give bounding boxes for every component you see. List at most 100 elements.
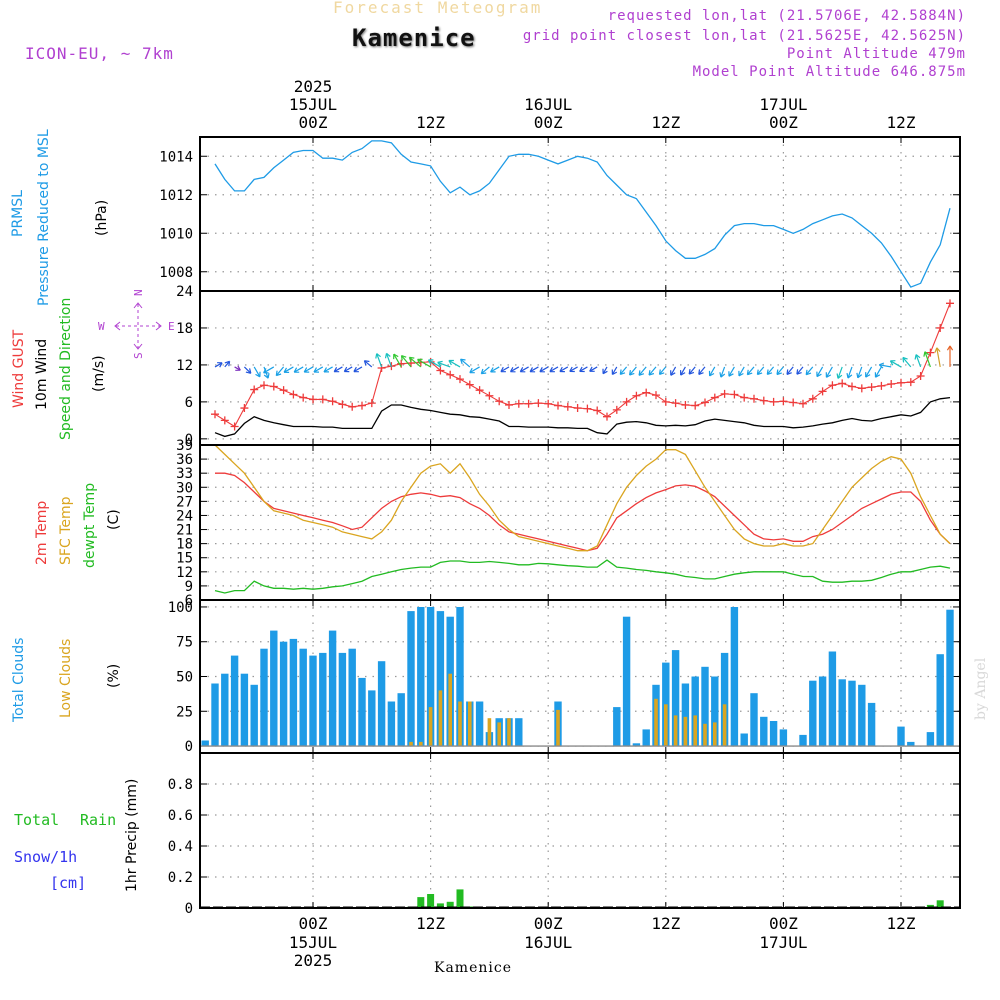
wind-direction-label: Speed and Direction: [58, 298, 74, 440]
station-title: Kamenice: [352, 24, 476, 52]
wind-direction-arrow: [469, 366, 480, 374]
wind-gust-marker: [652, 391, 660, 400]
wind-direction-arrow: [490, 366, 500, 373]
cloud-total-bar: [358, 677, 366, 747]
cloud-total-bar: [681, 683, 690, 747]
wind-direction-arrowhead: [719, 372, 726, 378]
wind-gust-marker: [720, 389, 729, 398]
wind-gust-marker: [309, 395, 317, 404]
precip-frame: [199, 752, 961, 909]
cloud-total-bar: [867, 702, 876, 746]
cloud-total-bar: [240, 673, 249, 746]
bottom-time-label: 00Z: [299, 914, 328, 933]
wind-gust-marker: [632, 391, 641, 400]
wind-panel: 0 6 12 18 24: [176, 284, 960, 448]
cloud-total-bar: [417, 607, 425, 747]
precip-cm-label: [cm]: [50, 874, 86, 892]
wind-direction-arrow: [847, 366, 853, 379]
wind-direction-arrow: [766, 366, 775, 375]
wind-direction-arrow: [549, 366, 559, 373]
wind-ytick-label: 24: [176, 284, 193, 300]
cloud-total-label: Total Clouds: [11, 638, 27, 723]
wind-direction-arrow: [448, 359, 461, 368]
wind-direction-arrowhead: [353, 366, 359, 373]
cloud-total-bar: [711, 676, 719, 746]
wind-direction-arrow: [670, 366, 677, 376]
cloud-low-label: Low Clouds: [58, 639, 74, 718]
top-time-label: 00Z: [769, 113, 798, 132]
wind-gust-marker: [475, 386, 484, 395]
wind-direction-arrowhead: [878, 362, 885, 369]
wind-gust-marker: [436, 366, 445, 375]
temp-2m-line: [215, 472, 951, 552]
pressure-ytick-label: 1010: [159, 226, 193, 242]
temp-ytick-label: 21: [176, 523, 193, 539]
cloud-ytick-label: 0: [185, 739, 193, 755]
wind-gust-marker: [583, 404, 592, 413]
wind-direction-arrow: [376, 353, 383, 368]
cloud-ytick-label: 50: [176, 670, 193, 686]
wind-direction-arrow: [659, 366, 667, 375]
cloud-total-bar: [515, 718, 523, 746]
compass-arrowheads: [114, 302, 162, 350]
cloud-total-bar: [426, 607, 435, 747]
wind-direction-arrow: [879, 364, 892, 368]
wind-speed-line: [214, 396, 951, 438]
wind-gust-marker: [779, 397, 788, 406]
wind-direction-arrowhead: [670, 370, 676, 376]
cloud-low-bar: [448, 673, 452, 746]
wind-ytick-label: 0: [185, 432, 193, 448]
compass-n-label: N: [132, 289, 145, 296]
wind-gust-marker: [485, 391, 494, 400]
cloud-total-bar: [799, 734, 807, 746]
wind-direction-arrow: [857, 366, 863, 379]
cloud-low-bar: [419, 741, 423, 747]
cloud-total-bar: [760, 716, 768, 746]
top-time-label: 00Z: [299, 113, 328, 132]
temp-ytick-label: 9: [185, 579, 193, 595]
wind-direction-arrowhead: [688, 369, 695, 375]
wind-direction-arrowhead: [333, 367, 340, 373]
temp-ytick-label: 15: [176, 551, 193, 567]
wind-direction-arrowhead: [923, 351, 930, 357]
wind-gust-marker: [926, 348, 935, 357]
temp-sfc-line: [214, 444, 951, 552]
wind-direction-arrowhead: [602, 368, 608, 375]
cloud-total-bar: [730, 607, 739, 747]
wind-speed-label: 10m Wind: [34, 339, 50, 410]
wind-gust-marker: [230, 422, 239, 431]
wind-direction-arrowhead: [408, 356, 415, 363]
wind-direction-arrowhead: [889, 360, 896, 366]
wind-gust-marker: [671, 399, 680, 408]
temp-ytick-label: 30: [176, 480, 193, 496]
wind-direction-arrow: [756, 366, 765, 375]
wind-direction-arrow: [698, 366, 706, 375]
top-date-label: 17JUL: [759, 95, 807, 114]
cloud-total-bar: [436, 611, 445, 746]
temp-ytick-label: 24: [176, 508, 193, 524]
cloud-total-bar: [622, 616, 631, 747]
temp-dewpoint-label: dewpt Temp: [82, 483, 98, 568]
wind-gust-marker: [269, 382, 278, 391]
precip-rain-bar: [456, 889, 464, 908]
precip-rain-bar: [417, 897, 425, 908]
wind-direction-arrow: [720, 366, 726, 378]
wind-gust-marker: [661, 397, 670, 406]
precip-rain-label: Rain: [80, 811, 116, 829]
cloud-ytick-label: 100: [168, 600, 193, 616]
wind-direction-arrow: [480, 366, 490, 375]
cloud-total-bar: [632, 743, 641, 747]
wind-direction-arrow: [323, 366, 333, 373]
temp-ytick-label: 6: [185, 593, 193, 609]
wind-gust-marker: [750, 394, 758, 403]
wind-direction-arrow: [224, 360, 231, 368]
cloud-total-bar: [642, 729, 650, 747]
temp-ytick-label: 12: [176, 565, 193, 581]
compass-cross: [116, 304, 160, 348]
wind-direction-arrowhead: [343, 366, 350, 373]
wind-direction-arrowhead: [490, 367, 496, 373]
wind-gust-marker: [211, 410, 219, 419]
wind-direction-arrowhead: [648, 370, 655, 376]
cloud-total-bar: [348, 648, 356, 747]
